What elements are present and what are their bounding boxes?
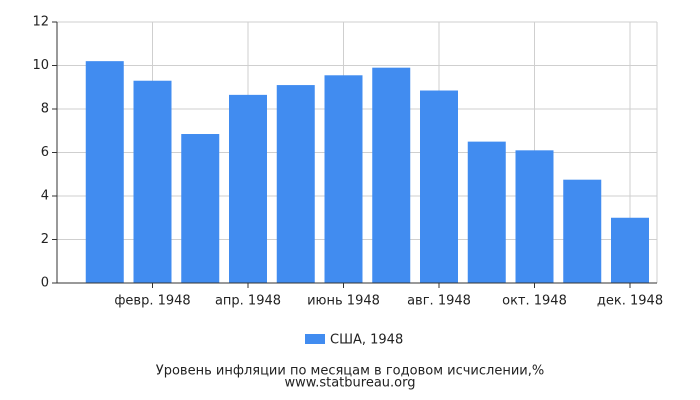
- y-tick-label: 12: [32, 15, 49, 30]
- x-tick-label: июнь 1948: [307, 294, 380, 309]
- y-tick-label: 8: [41, 102, 49, 117]
- bar: [85, 61, 124, 284]
- x-tick-label: апр. 1948: [215, 294, 281, 309]
- x-tick-label: февр. 1948: [114, 294, 190, 309]
- bar: [515, 150, 554, 283]
- bar: [324, 75, 363, 283]
- caption: Уровень инфляции по месяцам в годовом ис…: [156, 364, 544, 379]
- bar: [467, 141, 506, 283]
- bar: [133, 80, 172, 283]
- bar: [276, 85, 315, 283]
- y-tick-label: 0: [41, 276, 49, 291]
- y-tick-label: 4: [41, 189, 49, 204]
- bar: [181, 134, 220, 283]
- source: www.statbureau.org: [285, 376, 416, 391]
- x-tick-label: окт. 1948: [502, 294, 567, 309]
- bar: [420, 90, 458, 283]
- x-tick-label: дек. 1948: [597, 294, 663, 309]
- bar: [563, 179, 602, 283]
- y-tick-label: 10: [32, 58, 49, 73]
- legend-swatch: [305, 334, 325, 344]
- x-tick-label: авг. 1948: [407, 294, 471, 309]
- bar: [229, 94, 267, 283]
- y-tick-label: 2: [41, 232, 49, 247]
- bar: [372, 67, 411, 283]
- bar: [611, 217, 649, 283]
- y-tick-label: 6: [41, 145, 49, 160]
- legend-label: США, 1948: [330, 333, 403, 348]
